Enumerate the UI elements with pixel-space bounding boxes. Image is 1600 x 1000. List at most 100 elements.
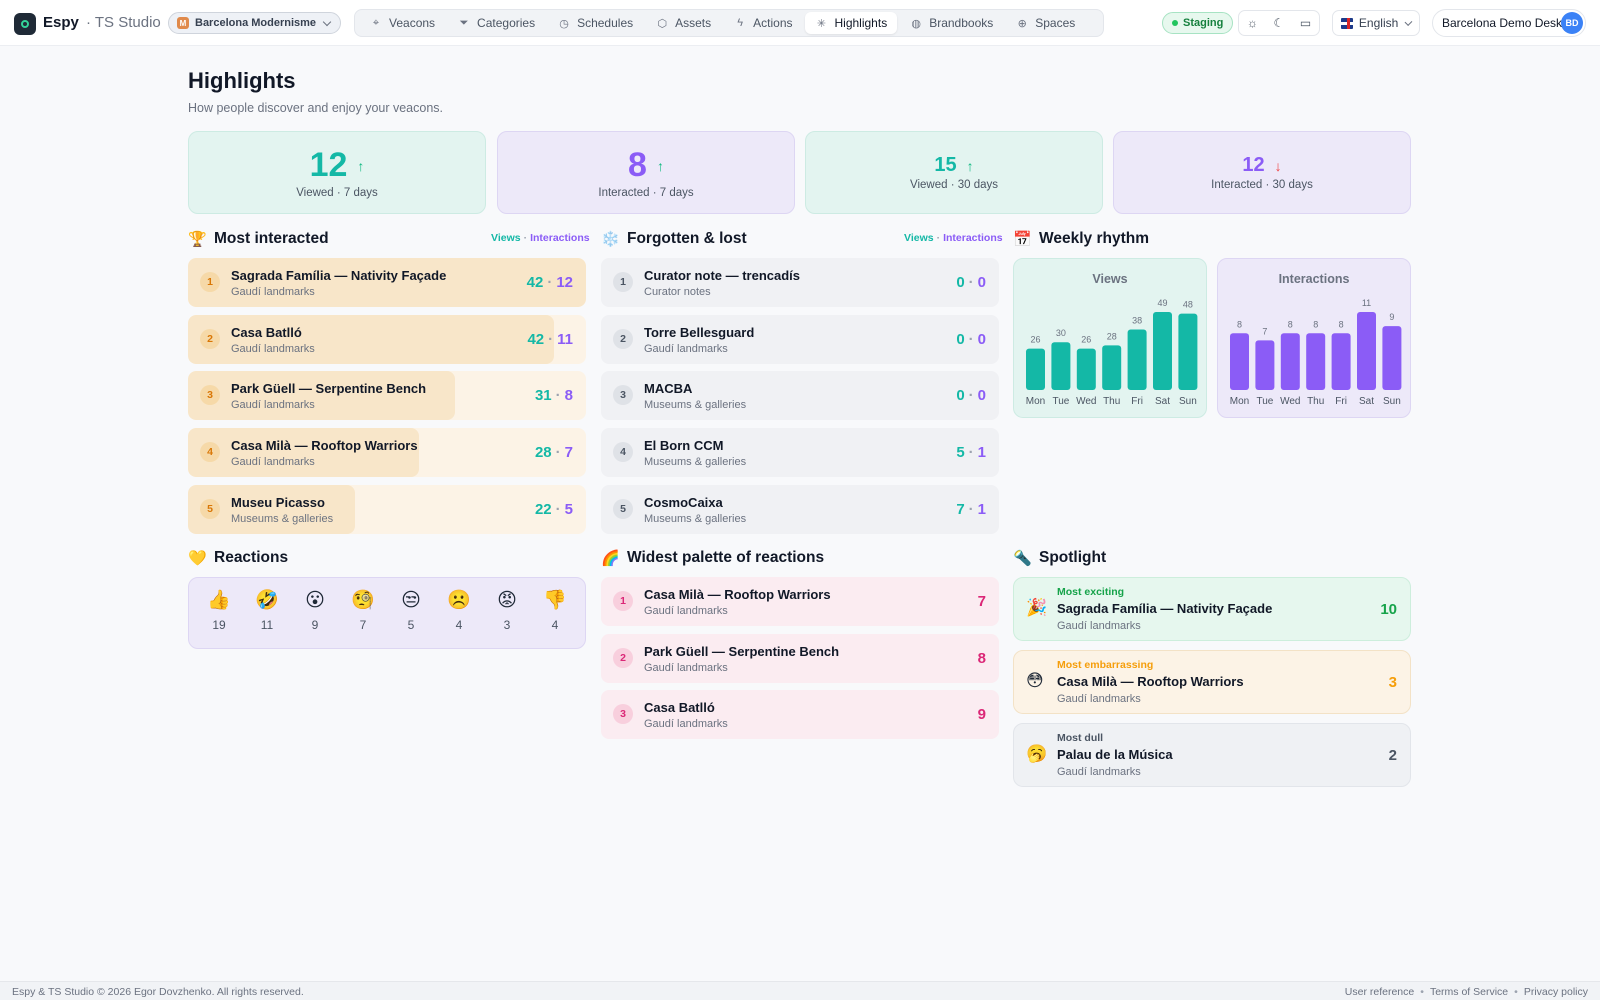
item-score: 28 · 7 bbox=[534, 444, 573, 462]
arrow-up-icon: ↑ bbox=[656, 157, 664, 174]
interactions-count: 0 bbox=[977, 274, 986, 291]
language-selector[interactable]: English bbox=[1332, 10, 1420, 36]
list-item[interactable]: 3 Casa Batlló Gaudí landmarks 9 bbox=[601, 690, 999, 740]
nav-categories[interactable]: ⏷ Categories bbox=[447, 12, 545, 34]
reaction-count: 7 bbox=[359, 618, 367, 632]
list-item[interactable]: 1 Casa Milà — Rooftop Warriors Gaudí landm… bbox=[601, 577, 999, 626]
sun-icon[interactable]: ☼ bbox=[1246, 16, 1258, 30]
language-label: English bbox=[1358, 16, 1399, 30]
snowflake-icon: ❄️ bbox=[601, 231, 620, 248]
weekly-rhythm-header: 📅 Weekly rhythm bbox=[1013, 229, 1149, 249]
spotlight-tag: Most exciting bbox=[1057, 586, 1125, 598]
spotlight-most-dull[interactable]: 🥱 Most dull Palau de la Música Gaudí landma… bbox=[1013, 723, 1411, 787]
rofl-icon: 🤣 bbox=[255, 590, 279, 611]
clock-icon: ◷ bbox=[559, 17, 569, 30]
footer-links: User reference • Terms of Service • Priv… bbox=[1344, 986, 1588, 998]
chart-title: Interactions bbox=[1278, 272, 1350, 286]
views-count: 7 bbox=[956, 500, 965, 518]
status-dot-icon bbox=[1172, 20, 1178, 26]
nav-actions[interactable]: ϟ Actions bbox=[723, 12, 802, 34]
reaction-item: 😒 5 bbox=[391, 590, 431, 632]
item-name: MACBA bbox=[644, 381, 693, 397]
rank-badge: 3 bbox=[613, 704, 633, 725]
nav-spaces[interactable]: ⊕ Spaces bbox=[1005, 12, 1085, 34]
privacy-link[interactable]: Privacy policy bbox=[1523, 986, 1588, 998]
bar bbox=[1357, 312, 1376, 390]
monocle-icon: 🧐 bbox=[351, 590, 375, 611]
item-category: Gaudí landmarks bbox=[1057, 766, 1141, 778]
reaction-variety-count: 9 bbox=[977, 706, 986, 724]
item-category: Gaudí landmarks bbox=[644, 718, 728, 731]
nav-highlights[interactable]: ✳ Highlights bbox=[804, 12, 898, 34]
list-item[interactable]: 3 MACBA Museums & galleries 0 · 0 bbox=[601, 371, 999, 421]
logo-mark-icon bbox=[21, 20, 29, 28]
party-popper-icon: 🎉 bbox=[1026, 598, 1048, 617]
interactions-count: 0 bbox=[977, 330, 986, 348]
item-name: Casa Milà — Rooftop Warriors bbox=[644, 587, 831, 602]
list-item[interactable]: 5 Museu Picasso Museums & galleries 22 · 5 bbox=[188, 484, 586, 534]
list-item[interactable]: 2 Torre Bellesguard Gaudí landmarks 0 · 0 bbox=[601, 314, 999, 364]
interactions-count: 1 bbox=[977, 500, 986, 518]
interaction-bar bbox=[188, 258, 586, 307]
arrow-down-icon: ↓ bbox=[1274, 157, 1282, 174]
nav-label: Actions bbox=[753, 16, 793, 30]
monitor-icon[interactable]: ▭ bbox=[1299, 16, 1312, 30]
rank-badge: 2 bbox=[200, 328, 220, 349]
bar-value-label: 8 bbox=[1237, 319, 1242, 329]
bar-value-label: 11 bbox=[1362, 298, 1371, 308]
list-item[interactable]: 3 Park Güell — Serpentine Bench Gaudí land… bbox=[188, 371, 586, 421]
item-score: 42 · 11 bbox=[527, 330, 573, 348]
spotlight-most-embarrassing[interactable]: 😳 Most embarrassing Casa Milà — Rooftop Wa… bbox=[1013, 650, 1411, 714]
item-category: Gaudí landmarks bbox=[1057, 693, 1141, 705]
reaction-item: ☹️ 4 bbox=[439, 590, 479, 632]
moon-icon[interactable]: ☾ bbox=[1273, 16, 1285, 30]
views-count: 42 bbox=[527, 330, 545, 348]
nav-schedules[interactable]: ◷ Schedules bbox=[547, 12, 643, 34]
views-count: 28 bbox=[534, 444, 552, 462]
views-count: 0 bbox=[956, 330, 965, 348]
reaction-count: 9 bbox=[311, 618, 319, 632]
day-tick-label: Thu bbox=[1103, 396, 1120, 407]
nav-brandbooks[interactable]: ◍ Brandbooks bbox=[899, 12, 1003, 34]
unamused-icon: 😒 bbox=[401, 590, 421, 611]
item-category: Gaudí landmarks bbox=[644, 342, 728, 355]
terms-link[interactable]: Terms of Service bbox=[1429, 986, 1509, 998]
legend-interactions: Interactions bbox=[943, 232, 1003, 244]
list-item[interactable]: 2 Park Güell — Serpentine Bench Gaudí land… bbox=[601, 633, 999, 683]
list-item[interactable]: 1 Sagrada Família — Nativity Façade Gaudí … bbox=[188, 258, 586, 307]
item-category: Curator notes bbox=[644, 286, 711, 298]
list-item[interactable]: 2 Casa Batlló Gaudí landmarks 42 · 11 bbox=[188, 314, 586, 364]
bar-value-label: 30 bbox=[1056, 328, 1066, 338]
spotlight-most-exciting[interactable]: 🎉 Most exciting Sagrada Família — Nativity… bbox=[1013, 577, 1411, 641]
thumbs-up-icon: 👍 bbox=[207, 590, 231, 611]
globe-icon: ⊕ bbox=[1017, 17, 1027, 30]
list-item[interactable]: 4 Casa Milà — Rooftop Warriors Gaudí landm… bbox=[188, 428, 586, 478]
app-logo[interactable] bbox=[14, 13, 36, 35]
nav-veacons[interactable]: ⌖ Veacons bbox=[359, 12, 445, 34]
reaction-item: 🧐 7 bbox=[343, 590, 383, 632]
site-switcher[interactable]: M Barcelona Modernisme bbox=[168, 12, 342, 34]
list-item[interactable]: 5 CosmoCaixa Museums & galleries 7 · 1 bbox=[601, 484, 999, 534]
user-menu[interactable]: Barcelona Demo Desk BD bbox=[1432, 9, 1586, 37]
bar bbox=[1102, 345, 1122, 390]
user-reference-link[interactable]: User reference bbox=[1344, 986, 1415, 998]
views-bar-chart: 26 Mon 30 Tue 26 Wed 28 Thu 38 Fri 49 Sat 48 Sun bbox=[1026, 298, 1198, 407]
item-name: Casa Batlló bbox=[231, 324, 302, 340]
reaction-item: 🤣 11 bbox=[247, 590, 287, 632]
legend-views: Views bbox=[491, 232, 521, 244]
nav-assets[interactable]: ⬡ Assets bbox=[645, 12, 721, 34]
flashlight-icon: 🔦 bbox=[1013, 550, 1032, 567]
item-category: Gaudí landmarks bbox=[231, 456, 315, 469]
list-item[interactable]: 4 El Born CCM Museums & galleries 5 · 1 bbox=[601, 428, 999, 478]
item-category: Gaudí landmarks bbox=[231, 286, 315, 298]
nav-label: Highlights bbox=[834, 16, 888, 30]
spotlight-value: 10 bbox=[1380, 601, 1397, 618]
interactions-count: 11 bbox=[557, 330, 573, 348]
stat-value: 12 bbox=[1242, 154, 1265, 176]
list-item[interactable]: 1 Curator note — trencadís Curator notes 0 ·… bbox=[601, 258, 999, 307]
item-category: Gaudí landmarks bbox=[231, 342, 315, 355]
item-name: Museu Picasso bbox=[231, 494, 325, 510]
reaction-count: 11 bbox=[260, 618, 274, 632]
item-name: CosmoCaixa bbox=[644, 494, 723, 510]
nav-label: Assets bbox=[675, 16, 712, 30]
